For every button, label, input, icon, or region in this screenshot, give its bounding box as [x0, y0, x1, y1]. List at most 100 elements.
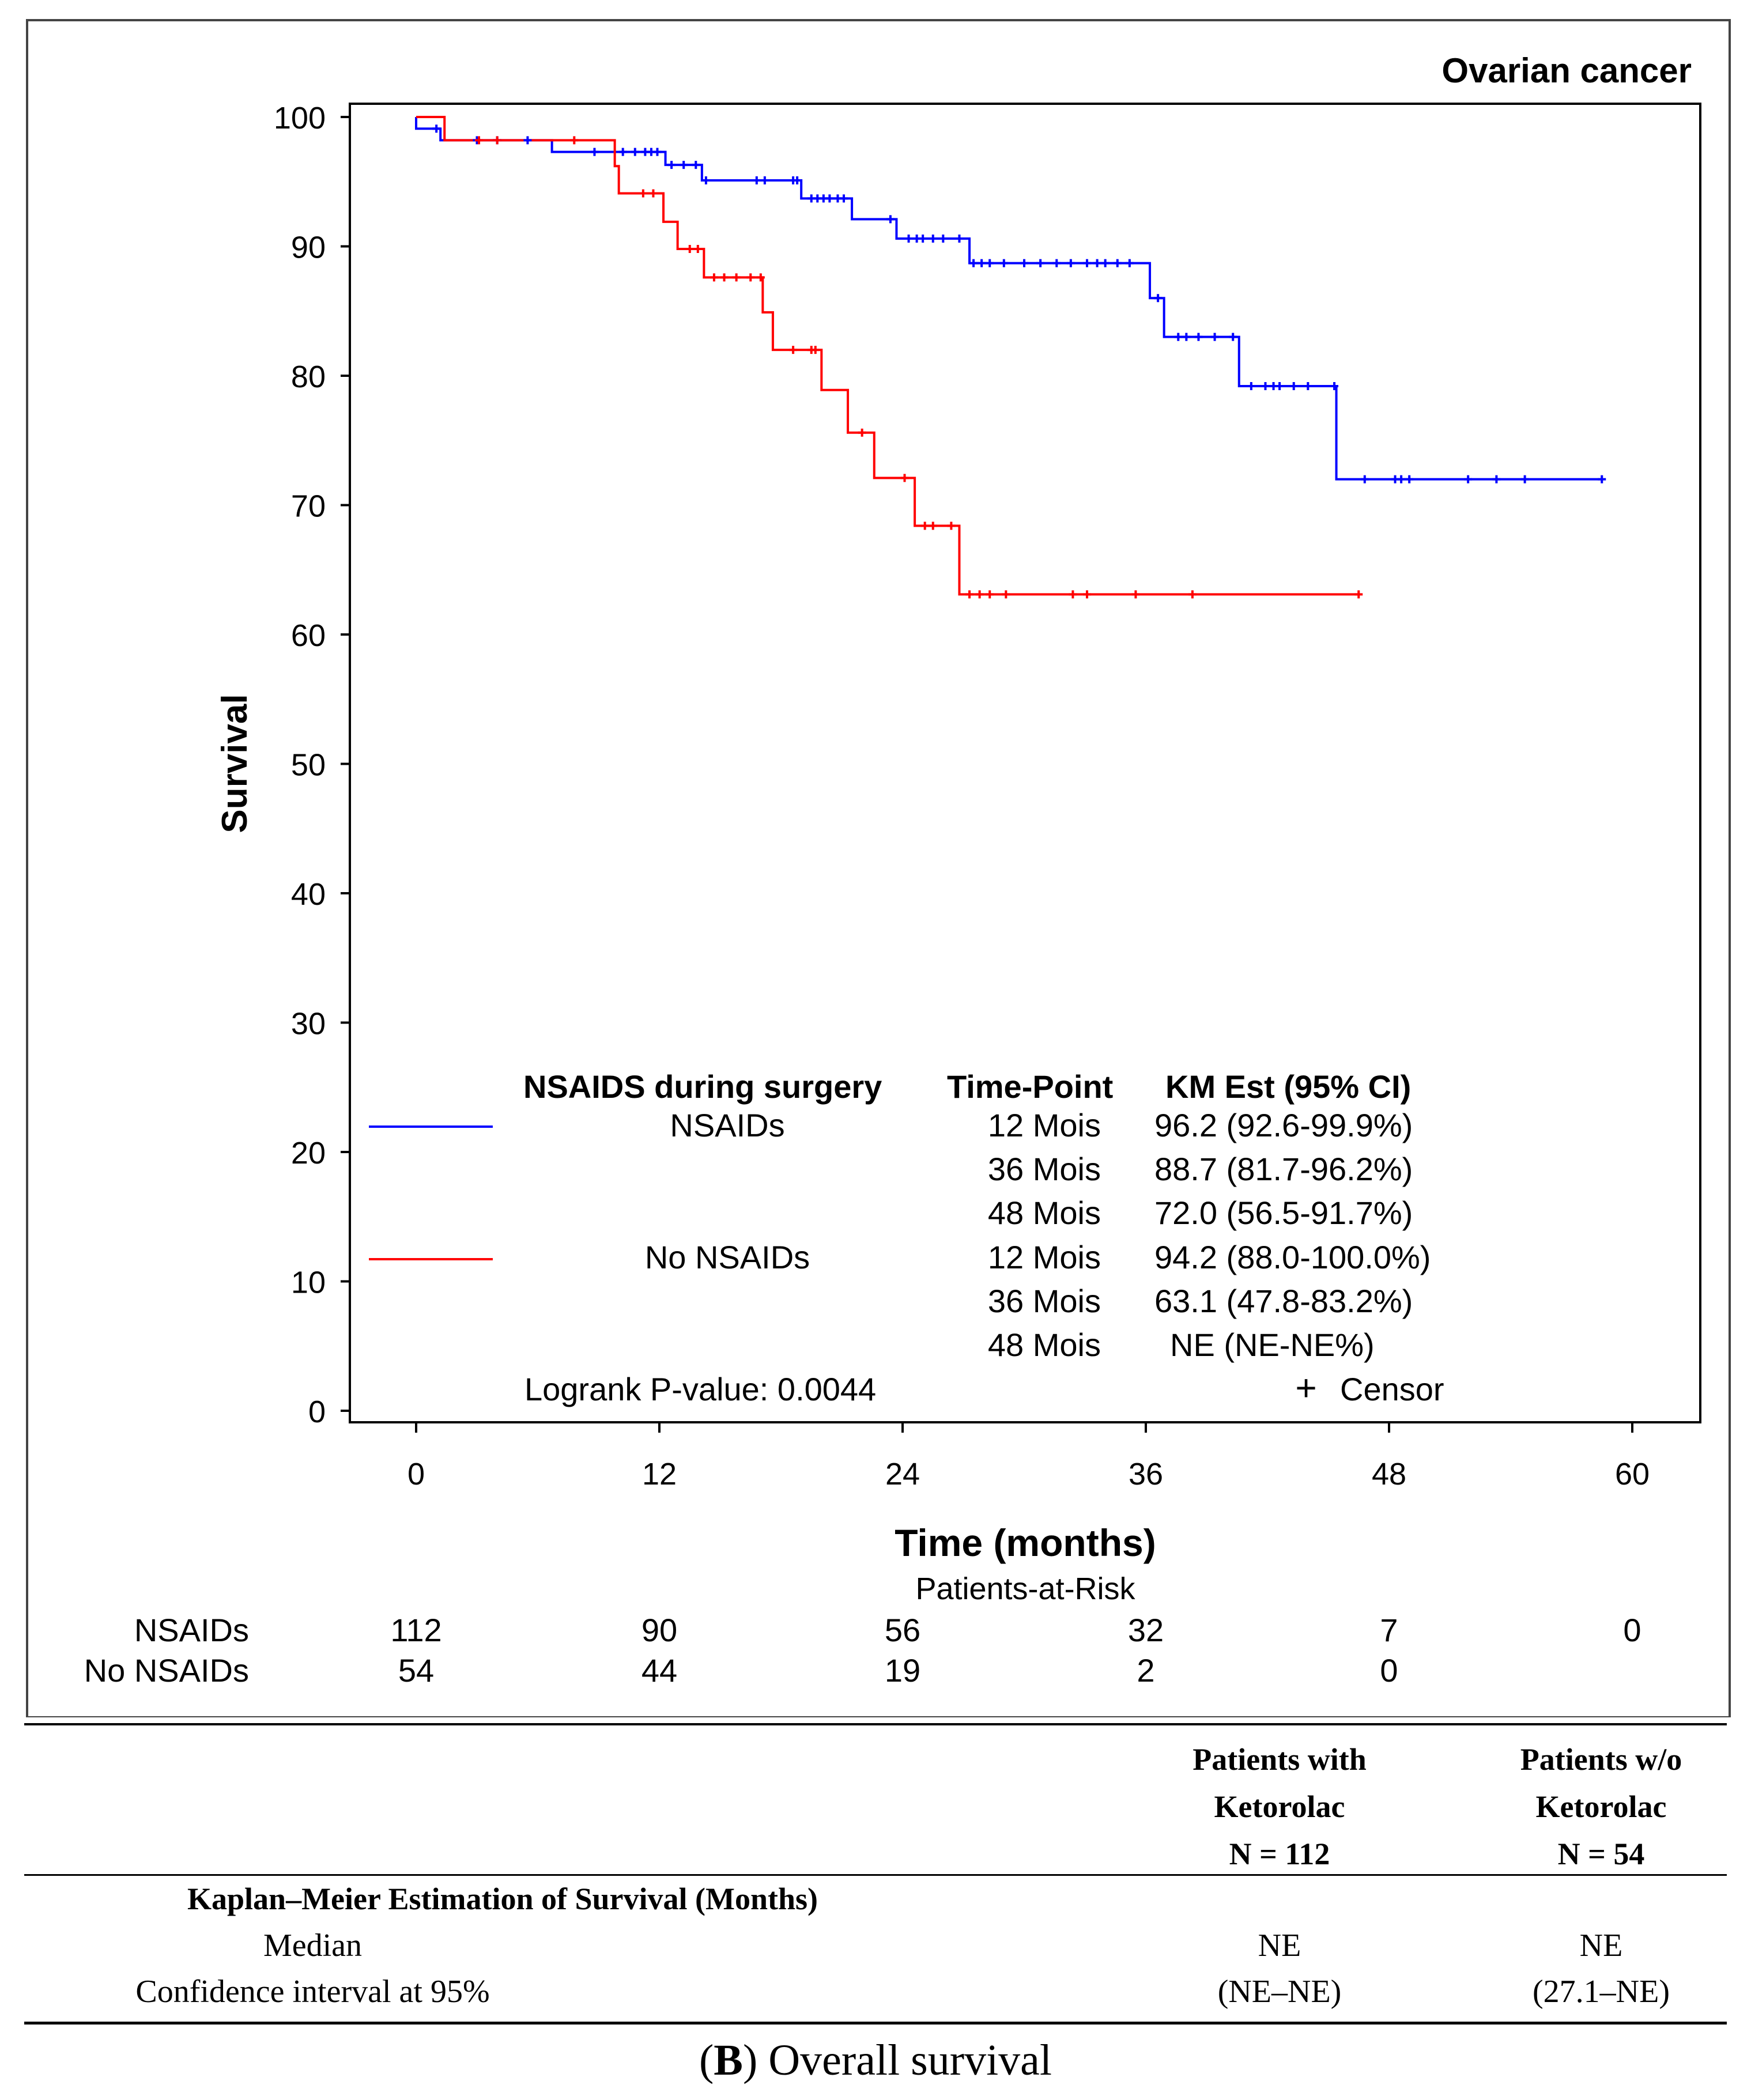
censor-mark-no-nsaids [639, 189, 647, 198]
legend-group-no-nsaids: No NSAIDs [645, 1239, 810, 1275]
censor-mark-no-nsaids [1354, 590, 1363, 599]
censor-mark-nsaids [523, 136, 532, 145]
ci-with-ketorolac: (NE–NE) [1217, 1974, 1342, 2010]
censor-mark-no-nsaids [986, 590, 994, 599]
censor-mark-nsaids [1405, 475, 1414, 484]
col-header-line: N = 112 [1229, 1837, 1330, 1871]
y-tick-label: 90 [291, 231, 326, 265]
legend-timepoint: 36 Mois [988, 1151, 1101, 1187]
y-tick-label: 50 [291, 748, 326, 783]
y-axis-label: Survival [215, 694, 255, 833]
censor-mark-nsaids [1174, 333, 1183, 341]
row-label-ci: Confidence interval at 95% [135, 1974, 490, 2010]
censor-mark-nsaids [840, 194, 848, 203]
legend-timepoint: 12 Mois [988, 1239, 1101, 1275]
at-risk-values: 112 90 56 32 7 0 54 44 19 2 0 [390, 1612, 1641, 1689]
km-curve-no-nsaids [416, 116, 1359, 596]
censor-mark-no-nsaids [720, 273, 729, 282]
censor-mark-no-nsaids [570, 136, 579, 145]
censor-mark-nsaids [1275, 382, 1284, 390]
y-tick-label: 20 [291, 1136, 326, 1170]
censor-mark-nsaids [1036, 259, 1045, 267]
summary-table: Patients with Ketorolac N = 112 Patients… [0, 1706, 1751, 2100]
censor-mark-no-nsaids [858, 428, 866, 437]
censor-mark-no-nsaids [929, 522, 937, 530]
y-tick-label: 80 [291, 360, 326, 394]
censor-mark-nsaids [1247, 382, 1255, 390]
censor-mark-nsaids [590, 148, 599, 156]
censor-mark-no-nsaids [710, 273, 718, 282]
x-tick-label: 60 [1615, 1457, 1650, 1491]
at-risk-value: 44 [641, 1652, 677, 1689]
x-axis-label: Time (months) [895, 1521, 1156, 1564]
censor-mark-nsaids [999, 259, 1008, 267]
legend-timepoint: 12 Mois [988, 1107, 1101, 1143]
censor-mark-nsaids [1083, 259, 1092, 267]
censor-mark-nsaids [904, 235, 913, 243]
caption-text: ) Overall survival [742, 2036, 1052, 2084]
legend-timepoint: 48 Mois [988, 1327, 1101, 1363]
legend-km-value: 63.1 (47.8-83.2%) [1154, 1283, 1413, 1319]
censor-mark-nsaids [1125, 259, 1134, 267]
censor-mark-no-nsaids [900, 474, 909, 482]
x-tick-label: 48 [1372, 1457, 1406, 1491]
axes-layer: 0 10 20 30 40 50 60 70 80 90 100 0 12 24 36 48 60 [274, 101, 1650, 1491]
censor-mark-no-nsaids [493, 136, 501, 145]
censor-mark-nsaids [653, 148, 662, 156]
censor-mark-no-nsaids [947, 522, 956, 530]
censor-mark-nsaids [692, 161, 700, 169]
censor-mark-nsaids [939, 235, 948, 243]
curves-layer [415, 116, 1602, 596]
col-header-line: N = 54 [1557, 1837, 1645, 1871]
legend-timepoint: 48 Mois [988, 1195, 1101, 1231]
censor-mark-nsaids [825, 194, 834, 203]
censor-mark-nsaids [631, 148, 639, 156]
censor-mark-nsaids [701, 176, 710, 185]
censor-mark-nsaids [1154, 294, 1163, 303]
censor-mark-nsaids [1304, 382, 1312, 390]
caption-letter: B [714, 2036, 743, 2084]
legend-km-value: 96.2 (92.6-99.9%) [1154, 1107, 1413, 1143]
censor-mark-no-nsaids [685, 244, 694, 253]
censor-mark-nsaids [929, 235, 937, 243]
censor-mark-nsaids [1397, 475, 1406, 484]
censor-mark-no-nsaids [789, 346, 798, 354]
censor-mark-no-nsaids [475, 136, 484, 145]
logrank-pvalue: Logrank P-value: 0.0044 [524, 1371, 876, 1407]
at-risk-label-no-nsaids: No NSAIDs [84, 1652, 249, 1689]
legend-km-value: 88.7 (81.7-96.2%) [1154, 1151, 1413, 1187]
y-tick-label: 60 [291, 618, 326, 653]
legend-km-value: 94.2 (88.0-100.0%) [1154, 1239, 1431, 1275]
censor-mark-nsaids [1093, 259, 1101, 267]
at-risk-value: 7 [1380, 1612, 1398, 1648]
censor-mark-no-nsaids [649, 189, 658, 198]
censor-mark-nsaids [1229, 333, 1237, 341]
censor-mark-nsaids [955, 235, 964, 243]
censor-mark-nsaids [760, 176, 769, 185]
at-risk-value: 0 [1623, 1612, 1641, 1648]
legend-header: NSAIDS during surgery [523, 1068, 882, 1105]
at-risk-label-nsaids: NSAIDs [134, 1612, 249, 1648]
censor-mark-nsaids [1101, 259, 1110, 267]
censor-mark-no-nsaids [1131, 590, 1140, 599]
censor-mark-no-nsaids [732, 273, 741, 282]
censor-mark-nsaids [667, 161, 676, 169]
censor-mark-nsaids [1464, 475, 1473, 484]
y-tick-label: 40 [291, 877, 326, 912]
table-bottom-rule [24, 2022, 1727, 2025]
censor-mark-nsaids [618, 148, 627, 156]
censor-symbol: + [1295, 1367, 1316, 1408]
censor-layer [432, 124, 1606, 599]
censor-mark-nsaids [1360, 475, 1369, 484]
censor-mark-nsaids [1492, 475, 1501, 484]
censor-mark-nsaids [1330, 382, 1339, 390]
censor-mark-no-nsaids [975, 590, 984, 599]
censor-mark-nsaids [1020, 259, 1028, 267]
censor-mark-nsaids [1520, 475, 1529, 484]
censor-mark-no-nsaids [693, 244, 702, 253]
censor-mark-nsaids [1598, 475, 1606, 484]
censor-mark-no-nsaids [1188, 590, 1197, 599]
col-header-line: Ketorolac [1214, 1789, 1345, 1824]
censor-mark-no-nsaids [965, 590, 974, 599]
censor-mark-nsaids [752, 176, 761, 185]
